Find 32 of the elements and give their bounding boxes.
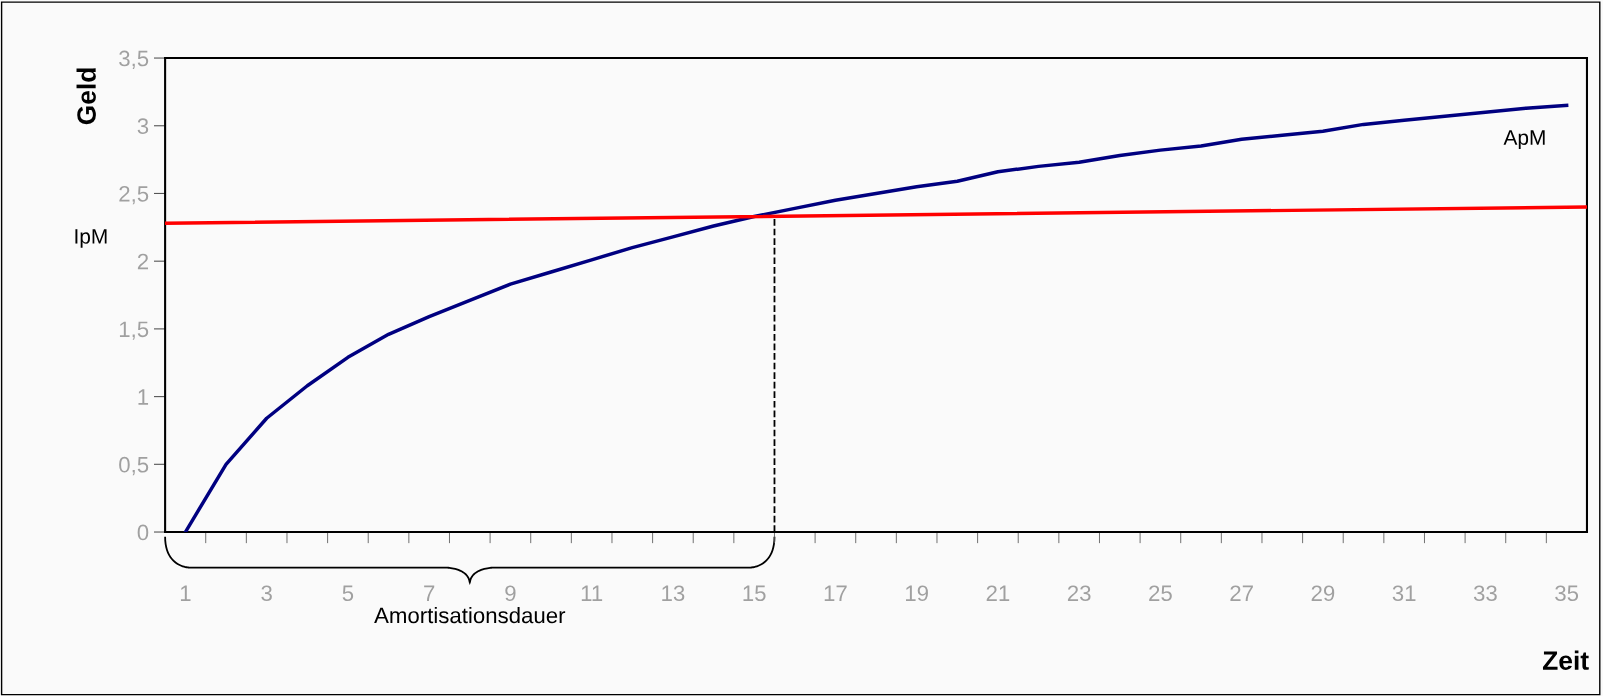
x-tick-label: 5 bbox=[342, 585, 354, 602]
y-tick-label: 1,5 bbox=[119, 321, 149, 340]
y-axis-title: Geld bbox=[76, 68, 96, 125]
line-series bbox=[183, 103, 1569, 533]
y-tick-label: 0,5 bbox=[119, 456, 149, 476]
series-label: ApM bbox=[1503, 130, 1545, 150]
x-tick-label: 17 bbox=[824, 585, 847, 601]
x-tick-label: 33 bbox=[1473, 585, 1497, 602]
x-tick-label: 15 bbox=[743, 585, 766, 602]
x-tick-label: 1 bbox=[180, 585, 191, 601]
x-tick-label: 35 bbox=[1555, 585, 1579, 602]
x-tick-label: 29 bbox=[1311, 585, 1335, 602]
y-tick-label: 0 bbox=[137, 524, 149, 541]
text: Amortisationsdauer bbox=[374, 606, 566, 624]
x-tick-label: 27 bbox=[1230, 585, 1253, 601]
x-tick-label: 3 bbox=[261, 585, 272, 602]
x-tick-label: 19 bbox=[906, 585, 928, 602]
x-tick-label: 23 bbox=[1067, 585, 1091, 602]
y-tick-label: 3,5 bbox=[119, 50, 149, 69]
y-tick-label: 1 bbox=[138, 389, 149, 405]
x-tick-label: 21 bbox=[986, 585, 1010, 601]
x-tick-label: 13 bbox=[662, 585, 685, 602]
x-tick-label: 25 bbox=[1149, 585, 1172, 602]
x-tick-label: 31 bbox=[1392, 585, 1416, 602]
y-tick-label: 2,5 bbox=[119, 186, 149, 205]
x-axis-title: Zeit bbox=[1542, 650, 1589, 670]
y-tick-label: 2 bbox=[137, 253, 149, 270]
x-tick-label: 11 bbox=[581, 585, 603, 601]
text: IpM bbox=[75, 229, 107, 248]
x-tick-label: 7 bbox=[424, 585, 435, 601]
x-tick-label: 9 bbox=[505, 585, 516, 602]
y-tick-label: 3 bbox=[137, 118, 149, 135]
